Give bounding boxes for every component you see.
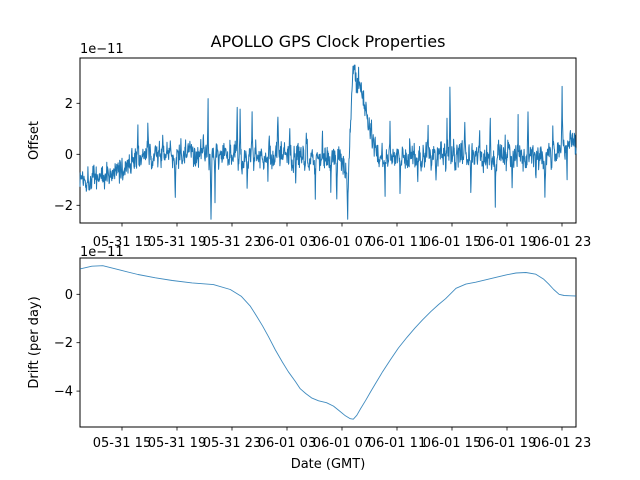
series-layer [79,64,577,420]
x-tick-label: 06-01 15 [423,235,481,250]
x-tick-label: 05-31 15 [93,235,151,250]
bottom-y-axis-label: Drift (per day) [27,296,42,388]
x-tick-label: 06-01 07 [313,235,371,250]
y-tick-label: −2 [54,336,73,351]
y-tick-label: −2 [54,199,73,214]
y-tick-label: 2 [65,97,73,112]
top-y-axis-label: Offset [27,121,42,160]
x-tick-label: 06-01 15 [423,436,481,451]
x-tick-label: 06-01 23 [533,436,591,451]
x-tick-label: 06-01 11 [368,436,426,451]
x-tick-label: 06-01 23 [533,235,591,250]
x-tick-label: 05-31 23 [203,436,261,451]
x-tick-label: 06-01 07 [313,436,371,451]
x-tick-label: 05-31 15 [93,436,151,451]
x-tick-label: 06-01 19 [478,436,536,451]
axes-spines [79,57,577,224]
x-tick-label: 06-01 03 [258,436,316,451]
x-tick-label: 06-01 11 [368,235,426,250]
x-tick-label: 05-31 23 [203,235,261,250]
y-tick-label: 0 [65,288,73,303]
x-axis-label: Date (GMT) [291,457,366,472]
drift-series-line [79,265,577,420]
x-tick-label: 06-01 03 [258,235,316,250]
y-tick-label: −4 [54,385,73,400]
chart-title: APOLLO GPS Clock Properties [211,32,446,51]
axes-spines [79,257,577,428]
x-tick-label: 05-31 19 [148,235,206,250]
x-tick-label: 06-01 19 [478,235,536,250]
top-y-scale-note: 1e−11 [80,42,124,57]
y-tick-label: 0 [65,148,73,163]
offset-series-line [79,64,577,220]
bottom-y-scale-note: 1e−11 [80,245,124,260]
x-tick-label: 05-31 19 [148,436,206,451]
